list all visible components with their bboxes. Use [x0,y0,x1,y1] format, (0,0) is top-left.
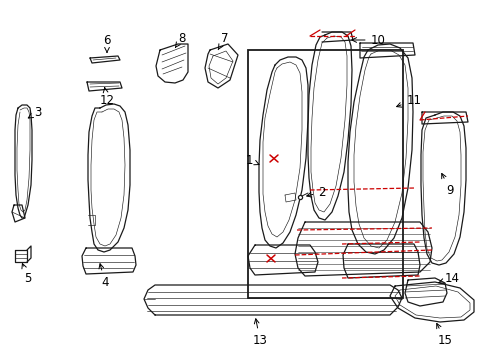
Text: 3: 3 [28,105,41,118]
Text: 2: 2 [306,185,325,198]
Text: 10: 10 [351,33,385,46]
Text: 12: 12 [99,87,114,107]
Bar [247,50,402,298]
Text: 15: 15 [436,323,451,346]
Text: 1: 1 [245,153,259,166]
Text: 8: 8 [175,32,185,48]
Text: 7: 7 [218,32,228,50]
Text: 13: 13 [252,319,267,346]
Text: 14: 14 [438,271,459,284]
Text: 11: 11 [396,94,421,107]
Text: 9: 9 [441,174,453,197]
Text: 4: 4 [99,264,108,288]
Text: 5: 5 [22,264,32,284]
Text: 6: 6 [103,33,110,52]
